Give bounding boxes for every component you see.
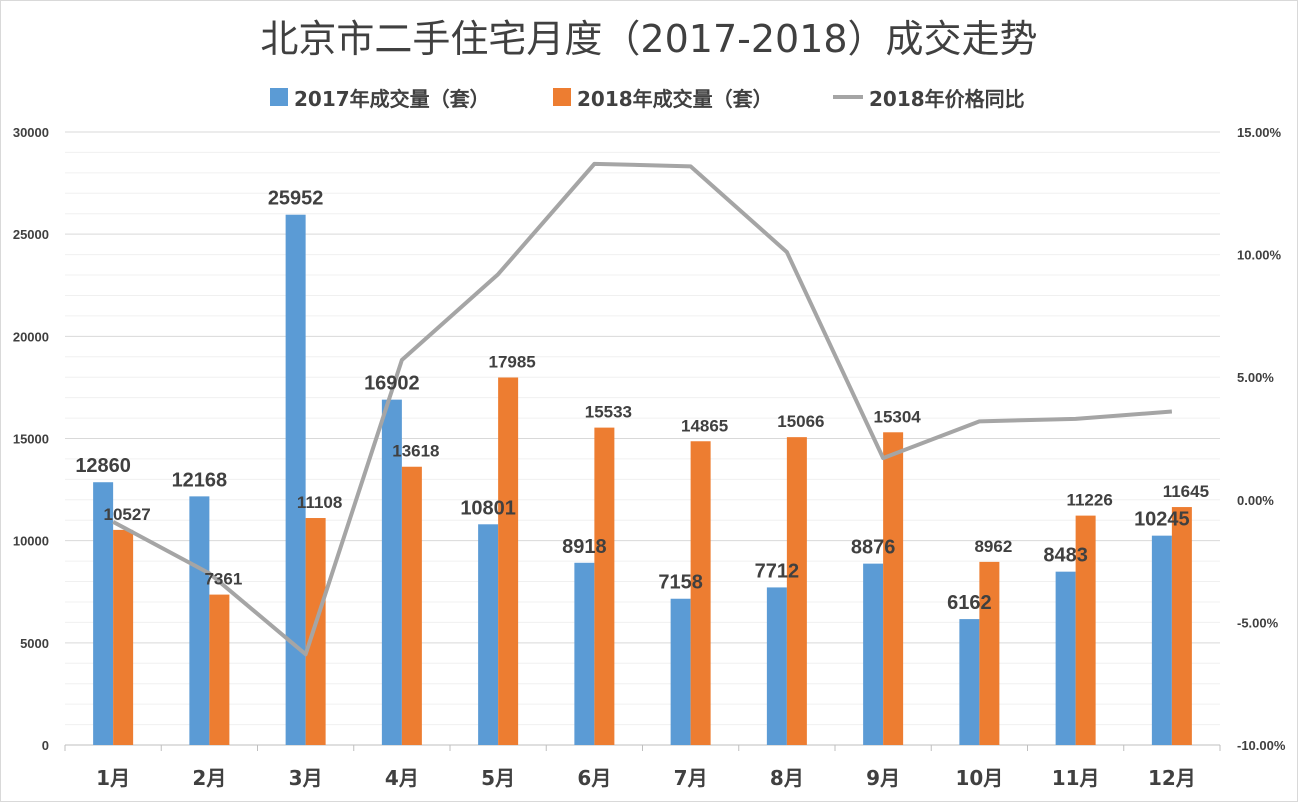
legend-swatch-2018	[553, 88, 571, 106]
x-tick-label: 6月	[577, 766, 611, 790]
bar-2017	[285, 214, 306, 746]
x-tick-label: 9月	[866, 766, 900, 790]
bar-2018	[690, 441, 711, 745]
legend: 2017年成交量（套） 2018年成交量（套） 2018年价格同比	[0, 82, 1298, 112]
data-label-2018: 14865	[681, 416, 728, 435]
bar-2018	[1075, 515, 1096, 745]
bar-2018	[786, 437, 807, 745]
y2-tick-label: 10.00%	[1237, 248, 1282, 263]
legend-swatch-price	[833, 95, 863, 99]
data-label-2018: 11645	[1163, 482, 1209, 501]
x-tick-label: 12月	[1148, 766, 1196, 790]
data-label-2017: 16902	[364, 373, 420, 395]
bar-2017	[93, 482, 114, 745]
data-label-2017: 6162	[947, 592, 992, 614]
legend-item-price: 2018年价格同比	[833, 82, 1025, 112]
data-label-2018: 15304	[873, 407, 921, 426]
x-tick-label: 4月	[385, 766, 419, 790]
bar-2018	[305, 518, 326, 745]
data-label-2017: 7158	[658, 572, 703, 594]
y-tick-label: 15000	[13, 432, 49, 447]
y-tick-label: 0	[42, 738, 49, 753]
bar-2017	[766, 587, 787, 745]
x-tick-label: 2月	[192, 766, 226, 790]
bar-2017	[863, 563, 884, 745]
bar-2017	[959, 619, 980, 745]
x-tick-label: 5月	[481, 766, 515, 790]
y2-tick-label: 5.00%	[1237, 370, 1274, 385]
x-tick-label: 8月	[770, 766, 804, 790]
y-tick-label: 10000	[13, 534, 49, 549]
legend-label-2017: 2017年成交量（套）	[294, 86, 490, 111]
data-label-2018: 15066	[777, 412, 824, 431]
data-label-2017: 12168	[172, 469, 228, 491]
data-label-2017: 12860	[75, 455, 131, 477]
data-label-2018: 15533	[585, 403, 632, 422]
data-label-2018: 11108	[297, 493, 342, 512]
data-label-2018: 7361	[204, 570, 242, 589]
x-tick-label: 3月	[289, 766, 323, 790]
bar-2018	[1171, 507, 1192, 745]
data-label-2017: 8483	[1043, 545, 1088, 567]
x-tick-label: 7月	[674, 766, 708, 790]
legend-label-price: 2018年价格同比	[869, 86, 1025, 111]
bar-2018	[594, 427, 615, 745]
bar-2017	[189, 496, 210, 745]
y-tick-label: 30000	[13, 125, 49, 140]
x-tick-label: 1月	[96, 766, 130, 790]
price-yoy-line	[112, 161, 1173, 657]
data-label-2017: 7712	[755, 560, 800, 582]
bar-2017	[574, 562, 595, 745]
bar-2018	[401, 466, 422, 745]
y2-tick-label: -10.00%	[1237, 738, 1286, 753]
bar-2017	[381, 399, 402, 745]
bar-2017	[670, 598, 691, 745]
data-label-2017: 10801	[460, 497, 516, 519]
bar-2017	[1151, 535, 1172, 745]
y2-tick-label: 15.00%	[1237, 125, 1282, 140]
bar-2018	[209, 594, 230, 745]
bar-2018	[498, 377, 519, 745]
data-label-2018: 11226	[1066, 491, 1112, 510]
data-label-2017: 8918	[562, 536, 607, 558]
legend-swatch-2017	[270, 88, 288, 106]
data-label-2018: 10527	[103, 505, 150, 524]
data-label-2018: 13618	[392, 442, 439, 461]
data-label-2018: 17985	[488, 353, 535, 372]
data-label-2017: 10245	[1134, 509, 1190, 531]
bar-2018	[979, 561, 1000, 745]
chart-title: 北京市二手住宅月度（2017-2018）成交走势	[260, 17, 1038, 61]
x-tick-label: 11月	[1052, 766, 1100, 790]
legend-item-2017: 2017年成交量（套）	[270, 82, 490, 112]
y-tick-label: 25000	[13, 227, 49, 242]
x-tick-label: 10月	[955, 766, 1003, 790]
bar-2017	[478, 524, 499, 745]
y-tick-label: 5000	[20, 636, 49, 651]
data-label-2018: 8962	[974, 537, 1012, 556]
y2-tick-label: 0.00%	[1237, 493, 1274, 508]
y2-tick-label: -5.00%	[1237, 615, 1279, 630]
bar-2017	[1055, 571, 1076, 745]
bar-2018	[883, 432, 904, 745]
data-label-2017: 25952	[268, 188, 324, 210]
legend-label-2018: 2018年成交量（套）	[577, 86, 773, 111]
data-label-2017: 8876	[851, 537, 896, 559]
bar-2018	[113, 529, 134, 745]
y-tick-label: 20000	[13, 329, 49, 344]
legend-item-2018: 2018年成交量（套）	[553, 82, 773, 112]
